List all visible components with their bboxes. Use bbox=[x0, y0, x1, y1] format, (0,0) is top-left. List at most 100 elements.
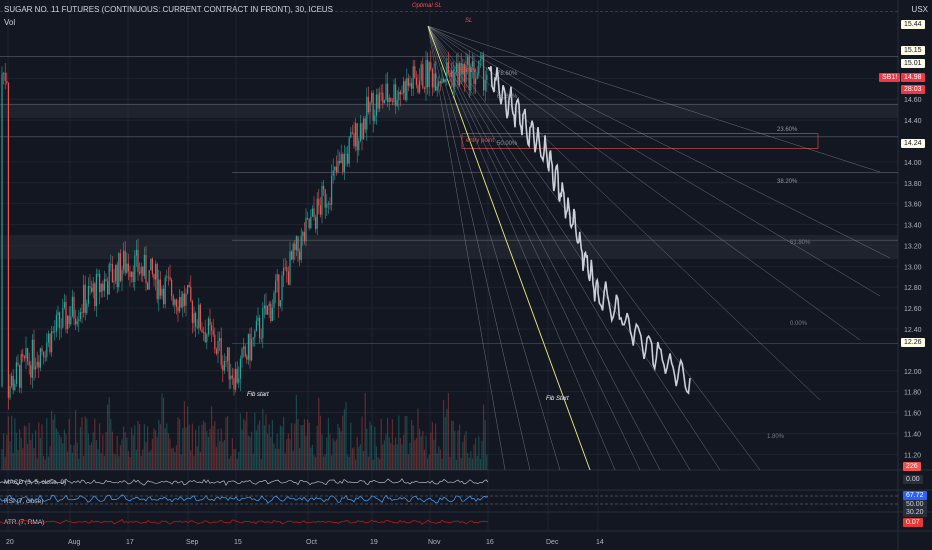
fib-band-1 bbox=[0, 103, 898, 119]
optimal-sl-label: Optimal SL bbox=[412, 3, 442, 9]
candle-body-246 bbox=[395, 84, 397, 106]
candle-body-28 bbox=[46, 342, 48, 357]
volume-bar-247 bbox=[396, 444, 398, 470]
volume-bar-240 bbox=[385, 434, 387, 470]
volume-bar-141 bbox=[227, 416, 229, 470]
candle-body-193 bbox=[310, 216, 312, 229]
projection-line bbox=[487, 66, 691, 395]
volume-bar-105 bbox=[169, 438, 171, 470]
price-label-1424: 14.24 bbox=[901, 139, 925, 148]
volume-bar-216 bbox=[347, 455, 349, 470]
candle-body-131 bbox=[211, 325, 213, 331]
volume-bar-171 bbox=[275, 448, 277, 470]
candle-body-277 bbox=[444, 79, 446, 83]
volume-bar-275 bbox=[441, 458, 443, 470]
candle-body-95 bbox=[153, 274, 155, 280]
candle-body-16 bbox=[27, 348, 29, 362]
volume-bar-21 bbox=[35, 430, 37, 470]
candle-body-25 bbox=[41, 348, 43, 352]
candle-body-49 bbox=[79, 312, 81, 320]
rsi-level-1-label: 50.00 bbox=[903, 500, 927, 509]
candle-body-181 bbox=[291, 251, 293, 260]
candle-body-275 bbox=[441, 78, 443, 83]
candle-body-266 bbox=[427, 59, 429, 88]
volume-bar-108 bbox=[174, 452, 176, 470]
volume-bar-90 bbox=[145, 442, 147, 470]
volume-bar-255 bbox=[409, 443, 411, 470]
candle-body-27 bbox=[44, 356, 46, 358]
volume-bar-129 bbox=[207, 437, 209, 470]
volume-bar-239 bbox=[383, 440, 385, 470]
volume-bar-27 bbox=[44, 459, 46, 470]
candle-body-66 bbox=[107, 281, 109, 295]
bar-countdown-label: 28:03 bbox=[901, 85, 925, 94]
volume-bar-89 bbox=[143, 424, 145, 470]
candle-body-174 bbox=[279, 300, 281, 307]
volume-bar-125 bbox=[201, 424, 203, 470]
candle-body-294 bbox=[471, 61, 473, 67]
candle-body-38 bbox=[62, 307, 64, 328]
volume-bar-82 bbox=[132, 435, 134, 470]
candle-body-303 bbox=[486, 74, 488, 81]
volume-bar-70 bbox=[113, 453, 115, 470]
candle-body-212 bbox=[340, 153, 342, 163]
volume-bar-44 bbox=[71, 452, 73, 470]
time-axis[interactable]: 20 Aug 17 Sep 15 Oct 19 Nov 16 Dec 14 bbox=[6, 539, 604, 546]
candle-body-105 bbox=[169, 276, 171, 280]
candle-body-282 bbox=[452, 70, 454, 87]
volume-bar-99 bbox=[159, 424, 161, 470]
volume-bar-206 bbox=[331, 455, 333, 470]
volume-bar-30 bbox=[49, 446, 51, 470]
volume-bar-97 bbox=[156, 437, 158, 470]
fan-line-0 bbox=[427, 25, 881, 173]
candle-body-104 bbox=[167, 276, 169, 278]
volume-bar-20 bbox=[33, 448, 35, 470]
volume-bar-106 bbox=[171, 448, 173, 470]
volume-bar-281 bbox=[451, 420, 453, 470]
volume-bar-67 bbox=[108, 397, 110, 470]
volume-bar-60 bbox=[97, 449, 99, 470]
candle-body-148 bbox=[238, 378, 240, 383]
price-tick-7: 13.20 bbox=[904, 243, 922, 250]
candle-body-99 bbox=[159, 279, 161, 296]
candle-body-206 bbox=[331, 175, 333, 205]
candle-body-35 bbox=[57, 312, 59, 316]
candle-body-245 bbox=[393, 84, 395, 103]
volume-bar-227 bbox=[364, 392, 366, 470]
candle-body-286 bbox=[459, 63, 461, 85]
volume-bar-121 bbox=[195, 429, 197, 470]
candle-body-213 bbox=[342, 153, 344, 172]
volume-bar-185 bbox=[297, 419, 299, 470]
currency-label[interactable]: USX bbox=[911, 5, 928, 14]
volume-bar-7 bbox=[12, 453, 14, 470]
volume-bar-253 bbox=[406, 415, 408, 470]
volume-bar-198 bbox=[318, 397, 320, 470]
candle-body-276 bbox=[443, 78, 445, 83]
volume-bar-102 bbox=[164, 428, 166, 470]
volume-bar-193 bbox=[310, 447, 312, 470]
candle-body-281 bbox=[451, 70, 453, 77]
fib-label-2: 61.80% bbox=[497, 94, 518, 100]
candle-body-269 bbox=[431, 69, 433, 88]
volume-bar-136 bbox=[219, 441, 221, 470]
candle-body-168 bbox=[270, 303, 272, 322]
volume-bar-72 bbox=[116, 436, 118, 470]
volume-bar-23 bbox=[38, 422, 40, 470]
volume-bar-236 bbox=[379, 459, 381, 470]
volume-bar-16 bbox=[27, 443, 29, 470]
candle-body-207 bbox=[332, 170, 334, 176]
volume-bar-43 bbox=[70, 444, 72, 470]
candle-body-29 bbox=[47, 333, 49, 343]
candle-body-8 bbox=[14, 383, 16, 391]
candle-body-178 bbox=[286, 267, 288, 272]
candle-body-283 bbox=[454, 72, 456, 87]
candle-body-126 bbox=[203, 331, 205, 333]
candle-body-260 bbox=[417, 85, 419, 93]
candle-body-53 bbox=[86, 303, 88, 314]
candle-body-7 bbox=[12, 375, 14, 391]
candle-body-191 bbox=[307, 217, 309, 219]
volume-bar-152 bbox=[244, 420, 246, 470]
volume-bar-33 bbox=[54, 414, 56, 470]
volume-bar-32 bbox=[52, 419, 54, 470]
